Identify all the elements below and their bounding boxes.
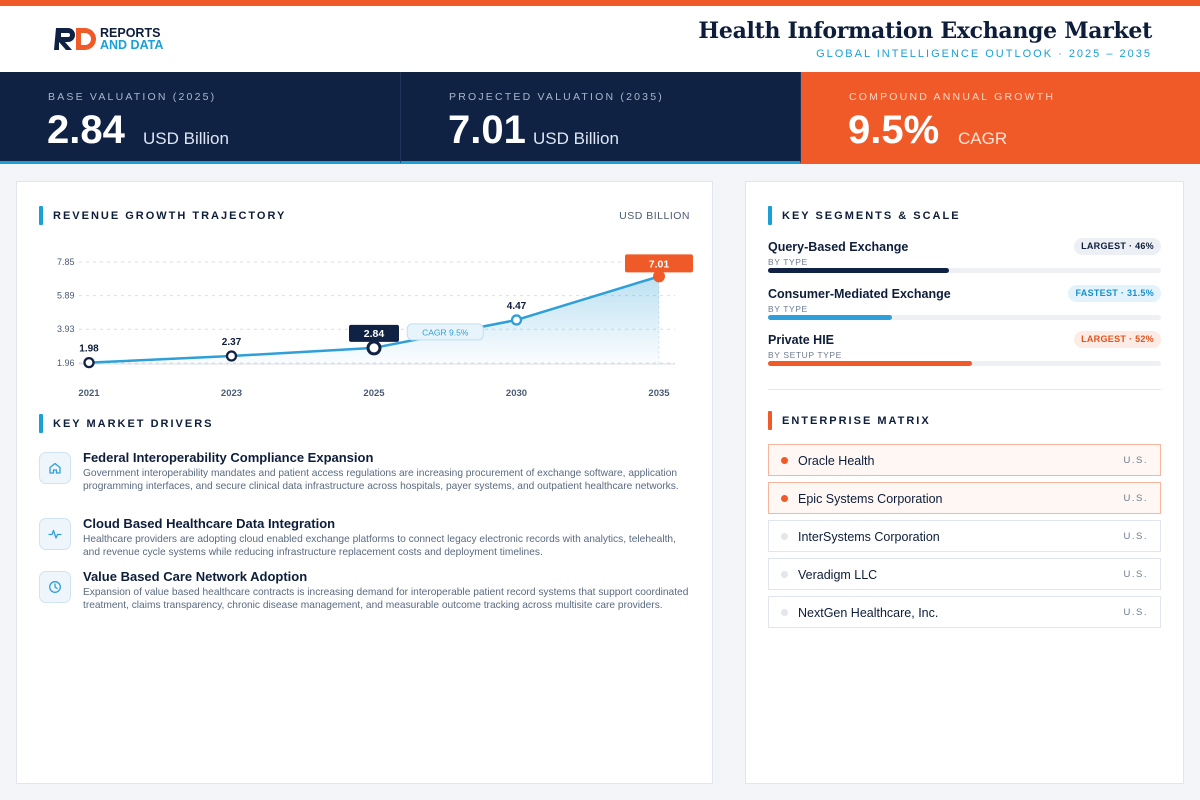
driver-title: Federal Interoperability Compliance Expa…: [83, 450, 374, 465]
enterprise-country: U.S.: [1123, 531, 1148, 542]
cagr-annotation-pill: [406, 323, 484, 341]
series-area: [89, 276, 659, 363]
segment-name: Consumer-Mediated Exchange: [768, 287, 951, 301]
segment-badge: LARGEST · 46%: [1074, 238, 1161, 255]
data-label-box: [349, 324, 399, 342]
kpi-label: COMPOUND ANNUAL GROWTH: [849, 91, 1056, 103]
data-label: 2.37: [222, 337, 242, 348]
x-tick-label: 2025: [363, 388, 385, 399]
segment-share-track: [768, 361, 1161, 366]
enterprise-name: Epic Systems Corporation: [798, 492, 943, 506]
status-dot-icon: [781, 571, 788, 578]
data-point: [510, 314, 523, 326]
kpi-cagr: COMPOUND ANNUAL GROWTH 9.5% CAGR: [800, 72, 1200, 164]
kpi-value: 9.5%: [848, 108, 940, 152]
data-label: 4.47: [507, 301, 527, 312]
enterprise-country: U.S.: [1123, 493, 1148, 504]
top-accent-bar: [0, 0, 1200, 6]
segment-category: BY SETUP TYPE: [768, 350, 842, 360]
status-dot-icon: [781, 533, 788, 540]
section-divider: [768, 389, 1161, 390]
revenue-chart: 7.85 5.89 3.93 1.96 CAGR 9.5% 1.98 2.37 2.84 4…: [57, 254, 693, 399]
enterprise-row[interactable]: InterSystems Corporation U.S.: [768, 520, 1161, 552]
y-tick-label: 7.85: [57, 257, 75, 267]
segment-name: Private HIE: [768, 333, 835, 347]
kpi-label: BASE VALUATION (2025): [48, 91, 217, 103]
data-point: [366, 340, 382, 356]
kpi-value: 7.01: [448, 108, 526, 152]
data-label-box: [625, 254, 693, 273]
kpi-value: 2.84: [47, 108, 125, 152]
kpi-unit: CAGR: [958, 129, 1008, 148]
rd-logo-icon: [54, 28, 96, 50]
enterprise-name: Veradigm LLC: [798, 568, 878, 582]
x-tick-label: 2030: [506, 388, 527, 399]
clock-icon: [39, 571, 71, 603]
data-label: 2.84: [364, 328, 385, 340]
enterprise-country: U.S.: [1123, 569, 1148, 580]
segment-share-bar: [768, 361, 973, 366]
y-tick-label: 1.96: [57, 358, 75, 368]
enterprise-row[interactable]: NextGen Healthcare, Inc. U.S.: [768, 596, 1161, 628]
driver-description: Healthcare providers are adopting cloud …: [83, 534, 676, 558]
logo-line-2: AND DATA: [100, 38, 164, 52]
enterprise-name: NextGen Healthcare, Inc.: [798, 606, 939, 620]
segment-category: BY TYPE: [768, 257, 808, 267]
status-dot-icon: [781, 457, 788, 464]
segment-share-track: [768, 315, 1161, 320]
data-point: [225, 350, 238, 362]
header: REPORTS AND DATA Health Information Exch…: [0, 6, 1200, 72]
enterprise-row[interactable]: Veradigm LLC U.S.: [768, 558, 1161, 590]
y-tick-label: 5.89: [57, 291, 75, 301]
segment-name: Query-Based Exchange: [768, 240, 909, 254]
data-label: 7.01: [649, 258, 670, 270]
kpi-unit: USD Billion: [533, 129, 619, 148]
cagr-annotation-label: CAGR 9.5%: [422, 327, 469, 337]
driver-title: Cloud Based Healthcare Data Integration: [83, 516, 336, 531]
segment-share-track: [768, 268, 1161, 273]
kpi-base-valuation: BASE VALUATION (2025) 2.84 USD Billion: [0, 72, 400, 164]
logo-text: REPORTS AND DATA: [100, 26, 164, 52]
right-panel: KEY SEGMENTS & SCALE Query-Based Exchang…: [745, 181, 1184, 784]
enterprise-row[interactable]: Epic Systems Corporation U.S.: [768, 482, 1161, 514]
left-panel: REVENUE GROWTH TRAJECTORY USD BILLION 7.…: [16, 181, 713, 784]
segment-share-bar: [768, 268, 949, 273]
logo-line-1: REPORTS: [100, 26, 161, 40]
status-dot-icon: [781, 609, 788, 616]
data-label: 1.98: [79, 344, 99, 355]
logo: REPORTS AND DATA: [54, 26, 163, 52]
data-point: [83, 357, 95, 369]
status-dot-icon: [781, 495, 788, 502]
enterprise-country: U.S.: [1123, 455, 1148, 466]
kpi-label: PROJECTED VALUATION (2035): [449, 91, 664, 103]
segments-section-title: KEY SEGMENTS & SCALE: [768, 206, 961, 225]
enterprise-row[interactable]: Oracle Health U.S.: [768, 444, 1161, 476]
driver-title: Value Based Care Network Adoption: [83, 569, 308, 584]
page-title: Health Information Exchange Market: [698, 18, 1152, 44]
segment-badge: FASTEST · 31.5%: [1068, 285, 1161, 302]
driver-description: Government interoperability mandates and…: [83, 468, 679, 492]
enterprise-section-title: ENTERPRISE MATRIX: [768, 411, 931, 430]
drivers-section-title: KEY MARKET DRIVERS: [39, 414, 213, 433]
building-icon: [39, 452, 71, 484]
chart-unit-label: USD BILLION: [619, 210, 690, 222]
x-tick-label: 2021: [78, 388, 100, 399]
pulse-icon: [39, 518, 71, 550]
enterprise-name: InterSystems Corporation: [798, 530, 940, 544]
segment-share-bar: [768, 315, 892, 320]
kpi-strip: BASE VALUATION (2025) 2.84 USD Billion P…: [0, 72, 1200, 164]
segment-badge: LARGEST · 52%: [1074, 331, 1161, 348]
segment-category: BY TYPE: [768, 304, 808, 314]
enterprise-country: U.S.: [1123, 607, 1148, 618]
enterprise-name: Oracle Health: [798, 454, 875, 468]
driver-description: Expansion of value based healthcare cont…: [83, 587, 689, 611]
data-point: [653, 270, 665, 283]
kpi-projected-valuation: PROJECTED VALUATION (2035) 7.01 USD Bill…: [400, 72, 800, 164]
x-tick-label: 2023: [221, 388, 242, 399]
page-subtitle: GLOBAL INTELLIGENCE OUTLOOK · 2025 – 203…: [816, 48, 1152, 60]
revenue-section-title: REVENUE GROWTH TRAJECTORY: [39, 206, 286, 225]
y-tick-label: 3.93: [57, 324, 75, 334]
kpi-unit: USD Billion: [143, 129, 229, 148]
x-tick-label: 2035: [648, 388, 670, 399]
